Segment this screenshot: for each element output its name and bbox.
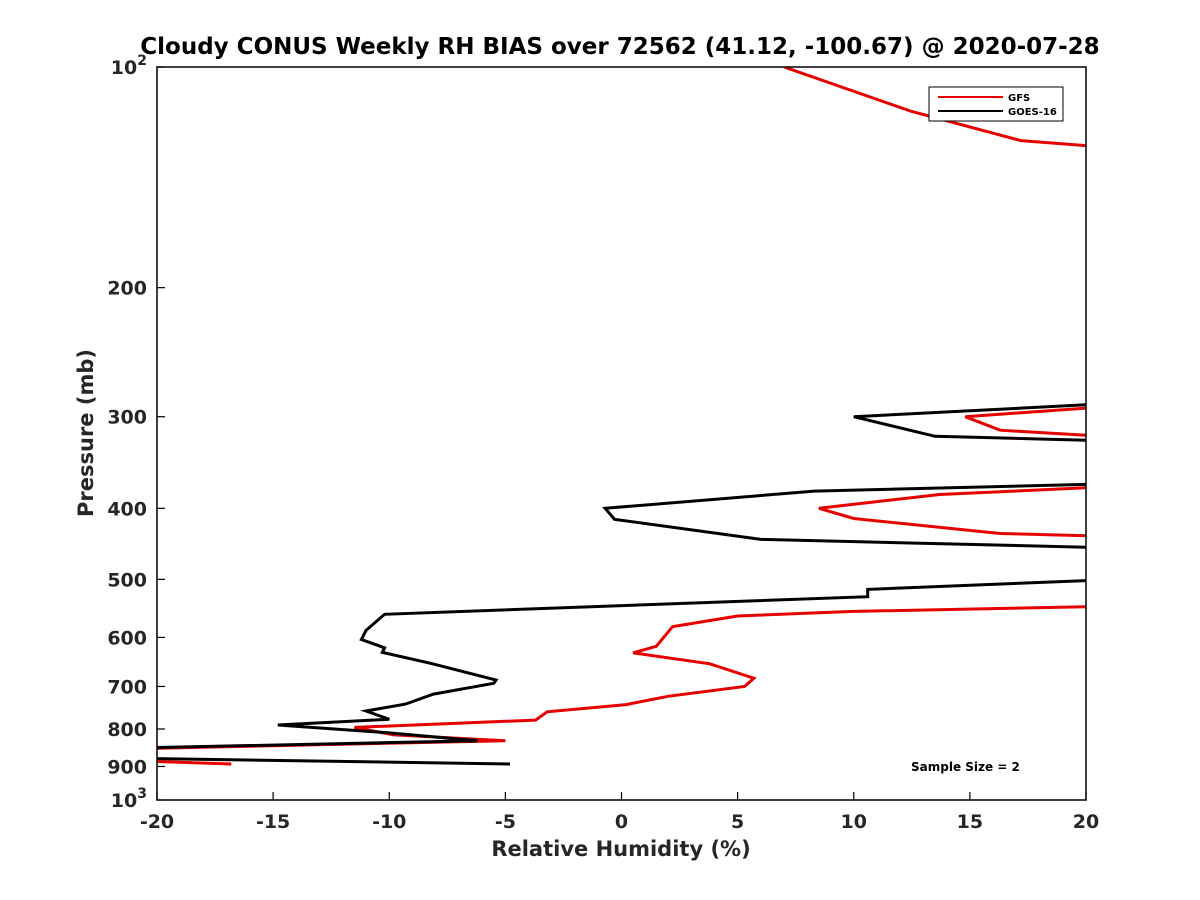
x-tick-label: -5 [495,811,516,833]
series-line-gfs [157,67,1086,766]
series-line-goes16 [157,98,1086,766]
x-tick-label: 15 [957,811,983,833]
legend-box [928,86,1064,122]
x-tick-label: 5 [731,811,744,833]
series-layer [157,67,1086,766]
chart-title: Cloudy CONUS Weekly RH BIAS over 72562 (… [140,34,1099,60]
y-tick-label: 300 [107,407,147,429]
y-tick-label: 600 [107,627,147,649]
x-tick-label: -10 [372,811,406,833]
x-tick-label: -15 [256,811,290,833]
x-tick-label: 0 [615,811,628,833]
y-tick-label: 200 [107,278,147,300]
x-tick-label: 10 [841,811,867,833]
y-tick-label: 500 [107,569,147,591]
y-tick-label: 700 [107,676,147,698]
x-axis-label: Relative Humidity (%) [491,837,750,861]
x-tick-label: -20 [140,811,174,833]
sample-size-annotation: Sample Size = 2 [911,760,1020,774]
legend-label-gfs: GFS [1008,93,1030,104]
legend-label-goes16: GOES-16 [1008,107,1057,118]
y-tick-label: 102 [111,53,147,79]
y-tick-label: 800 [107,719,147,741]
plot-frame [156,66,1087,801]
y-tick-label: 103 [111,786,147,812]
y-tick-label: 400 [107,498,147,520]
y-tick-label: 900 [107,756,147,778]
x-tick-label: 20 [1073,811,1099,833]
x-axis: -20 -15 -10 -5 0 5 10 15 20 [140,792,1099,833]
y-axis-label: Pressure (mb) [74,349,98,517]
y-axis: 102 200 300 400 500 600 700 800 900 103 [107,53,165,812]
legend: GFS GOES-16 [928,86,1064,122]
